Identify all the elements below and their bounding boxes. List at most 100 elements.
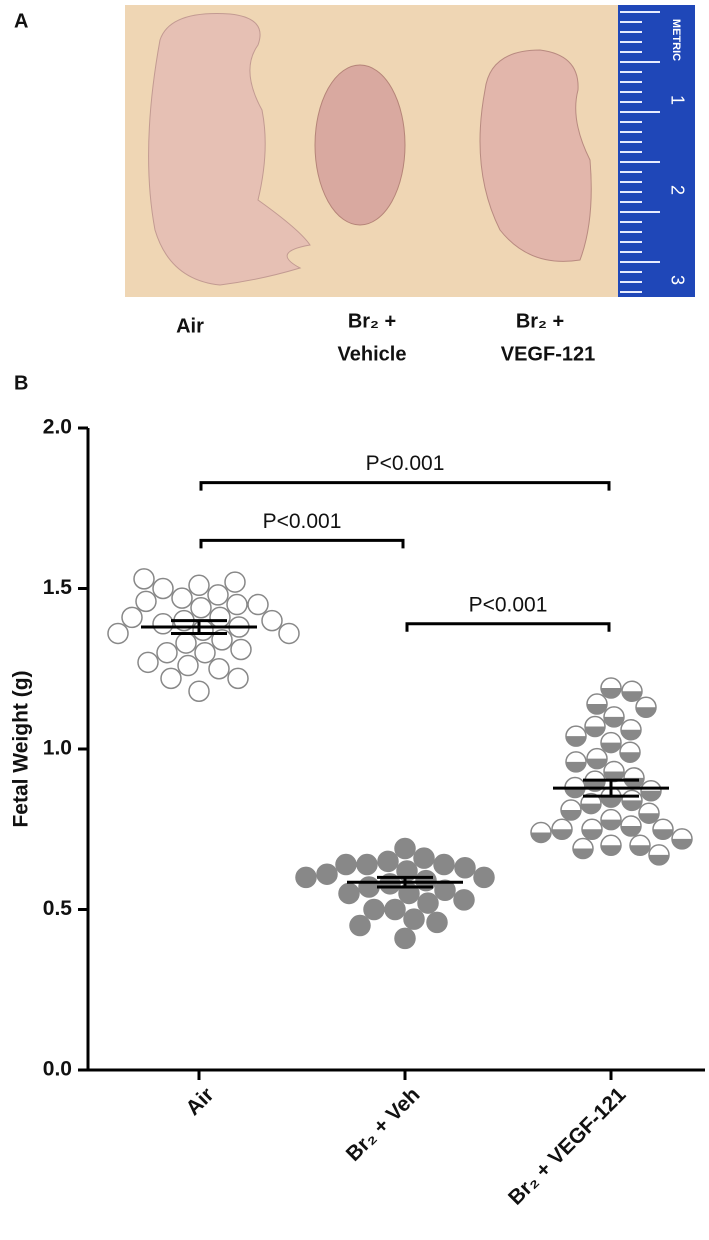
marker-half (620, 752, 640, 763)
marker (207, 584, 229, 606)
data-point (349, 914, 371, 937)
data-point (384, 898, 406, 921)
data-point (188, 574, 210, 597)
data-point (338, 882, 360, 905)
marker-half (601, 819, 621, 830)
data-point (586, 747, 608, 770)
data-point (394, 837, 416, 860)
data-point (160, 667, 182, 690)
data-point (152, 577, 174, 600)
p-value: P<0.001 (263, 510, 342, 533)
marker-half (601, 688, 621, 699)
data-point (230, 638, 252, 661)
data-point (600, 834, 622, 857)
data-point (551, 818, 573, 840)
marker-half (622, 800, 642, 811)
marker (247, 593, 269, 616)
marker (171, 587, 193, 609)
data-point (619, 741, 641, 763)
ruler-text: 2 (667, 185, 687, 195)
y-axis-label: Fetal Weight (g) (10, 670, 33, 827)
marker-half (604, 716, 624, 727)
data-point (580, 792, 602, 815)
marker (194, 641, 216, 664)
data-point (600, 731, 622, 754)
marker (453, 889, 475, 911)
data-point (621, 680, 643, 702)
data-point (156, 641, 178, 664)
data-point (600, 808, 622, 831)
marker (434, 879, 456, 901)
x-tick-label: Br₂ + Veh (342, 1083, 425, 1166)
data-point (572, 837, 594, 860)
marker (133, 568, 155, 590)
data-point (629, 834, 651, 857)
p-value: P<0.001 (366, 452, 445, 475)
significance-bracket (405, 622, 611, 632)
data-point (584, 715, 606, 738)
data-point (137, 651, 159, 674)
data-point (530, 821, 552, 844)
data-point (133, 568, 155, 590)
data-point (652, 818, 674, 840)
data-point (135, 590, 157, 613)
data-point (620, 815, 642, 837)
data-point (638, 802, 660, 824)
marker (358, 876, 380, 898)
marker (227, 667, 249, 690)
data-point (226, 593, 248, 616)
data-point (171, 587, 193, 609)
data-point (581, 818, 603, 840)
marker-half (601, 797, 621, 808)
marker (209, 606, 231, 629)
y-tick-label: 0.0 (43, 1058, 72, 1081)
data-point (278, 622, 300, 645)
caption: Vehicle (338, 343, 407, 365)
marker-half (621, 729, 641, 740)
data-point (107, 622, 129, 645)
data-point (188, 680, 210, 702)
marker-half (587, 704, 607, 715)
fetus-vehicle (314, 64, 406, 226)
marker-half (601, 845, 621, 856)
marker-half (622, 691, 642, 702)
marker (394, 927, 416, 950)
marker (121, 606, 143, 629)
data-point (635, 696, 657, 719)
marker (433, 853, 455, 876)
marker (156, 641, 178, 664)
marker (426, 911, 448, 934)
data-point (671, 828, 693, 850)
data-point (403, 908, 425, 930)
y-tick-label: 1.0 (43, 737, 72, 760)
data-point (295, 866, 317, 889)
marker-half (561, 809, 581, 820)
data-point (600, 677, 622, 699)
data-point (247, 593, 269, 616)
data-point (621, 789, 643, 812)
marker-half (566, 736, 586, 747)
ruler-text: METRIC (670, 19, 682, 61)
marker (403, 908, 425, 930)
marker (135, 590, 157, 613)
marker-half (621, 826, 641, 837)
y-tick-label: 0.5 (43, 897, 73, 920)
marker (377, 850, 399, 873)
data-point (224, 571, 246, 593)
marker-half (552, 829, 572, 840)
data-point (560, 799, 582, 821)
data-point (623, 767, 645, 789)
marker (384, 898, 406, 921)
marker-half (566, 761, 586, 772)
data-point (565, 725, 587, 747)
data-point (175, 632, 197, 654)
data-point (413, 847, 435, 869)
marker-half (636, 707, 656, 718)
marker-half (531, 832, 551, 843)
marker (192, 619, 214, 641)
marker (363, 898, 385, 921)
data-point (417, 892, 439, 914)
marker (107, 622, 129, 645)
data-point (426, 911, 448, 934)
